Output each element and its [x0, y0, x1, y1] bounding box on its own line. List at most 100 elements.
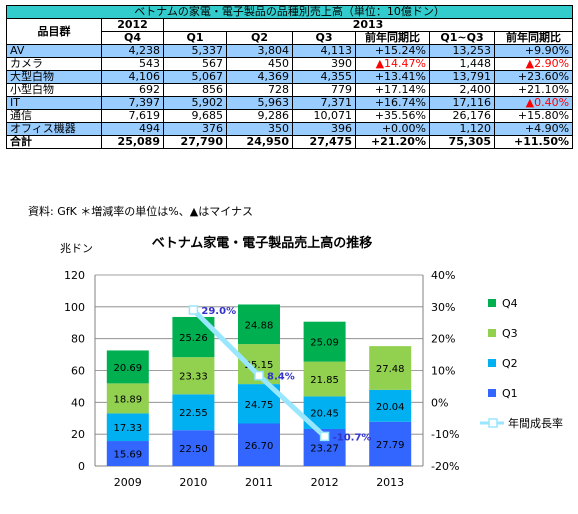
bar-q3 — [106, 383, 149, 414]
legend-label: Q4 — [502, 297, 518, 310]
table-cell: 390 — [292, 57, 356, 71]
table-cell: 10,071 — [292, 109, 356, 123]
row-name: オフィス機器 — [6, 122, 102, 136]
sales-table: ベトナムの家電・電子製品の品種別売上高（単位：10億ドン） 品目群 2012 2013… — [5, 5, 574, 149]
table-row: オフィス機器 494 376 350 396 +0.00% 1,120 +4.90% — [6, 122, 574, 136]
table-cell: +21.20% — [355, 135, 430, 149]
table-cell: ▲0.40% — [493, 96, 574, 110]
row-name: 大型白物 — [6, 70, 102, 84]
growth-label: -10.7% — [333, 432, 372, 443]
table-cell: +16.74% — [355, 96, 430, 110]
table-cell: 396 — [292, 122, 356, 136]
table-cell: +17.14% — [355, 83, 430, 97]
legend-label: 年間成長率 — [508, 416, 563, 430]
table-cell: +0.00% — [355, 122, 430, 136]
bar-label: 20.45 — [310, 409, 339, 420]
table-cell: 5,067 — [163, 70, 227, 84]
table-cell: 779 — [292, 83, 356, 97]
chart-title: ベトナム家電・電子製品売上高の推移 — [152, 235, 373, 251]
growth-marker — [319, 431, 330, 442]
bar-label: 24.88 — [245, 320, 274, 331]
bar-label: 27.79 — [376, 440, 405, 451]
bar-q4 — [106, 350, 149, 384]
y2-tick-label: 30% — [431, 301, 455, 314]
y-tick-label: 80 — [71, 333, 85, 346]
bar-label: 26.70 — [245, 441, 274, 452]
table-cell: 350 — [226, 122, 293, 136]
table-cell: +15.24% — [355, 44, 430, 58]
column-header: 前年同期比 — [493, 31, 574, 45]
table-cell: 27,475 — [292, 135, 356, 149]
y2-tick-label: 40% — [431, 269, 455, 282]
table-cell: 450 — [226, 57, 293, 71]
row-name: 小型白物 — [6, 83, 102, 97]
bar-label: 24.75 — [245, 400, 274, 411]
table-cell: 5,337 — [163, 44, 227, 58]
table-cell: 3,804 — [226, 44, 293, 58]
x-tick-label: 2009 — [114, 476, 142, 489]
table-cell: 4,113 — [292, 44, 356, 58]
row-name: 通信 — [6, 109, 102, 123]
table-cell: 1,120 — [429, 122, 495, 136]
growth-marker — [188, 305, 199, 315]
table-row: カメラ 543 567 450 390 ▲14.47% 1,448 ▲2.90% — [6, 57, 574, 71]
table-row: 大型白物 4,106 5,067 4,369 4,355 +13.41% 13,791 +23… — [6, 70, 574, 84]
header-year-2012: 2012 — [101, 18, 164, 32]
table-cell: 7,619 — [101, 109, 164, 123]
bar-q1 — [172, 430, 215, 466]
bar-label: 25.26 — [179, 333, 208, 344]
y2-tick-label: 20% — [431, 333, 455, 346]
table-row: AV 4,238 5,337 3,804 4,113 +15.24% 13,253 +9.90… — [6, 44, 574, 58]
legend-swatch-q1 — [488, 389, 496, 397]
table-cell: +35.56% — [355, 109, 430, 123]
bar-label: 25.15 — [245, 360, 274, 371]
bar-q3 — [172, 357, 215, 395]
bar-q4 — [238, 304, 280, 345]
growth-marker — [254, 370, 264, 381]
bar-label: 17.33 — [113, 423, 142, 434]
bar-q2 — [369, 389, 412, 422]
y-tick-label: 20 — [71, 428, 85, 441]
bar-label: 21.85 — [310, 375, 339, 386]
table-cell: +4.90% — [493, 122, 574, 136]
table-cell: 7,371 — [292, 96, 356, 110]
bar-label: 23.33 — [179, 372, 208, 383]
bar-label: 20.04 — [376, 402, 405, 413]
y-tick-label: 40 — [71, 396, 85, 409]
table-cell: 26,176 — [429, 109, 495, 123]
table-cell: 17,116 — [429, 96, 495, 110]
table-title: ベトナムの家電・電子製品の品種別売上高（単位：10億ドン） — [5, 5, 574, 19]
growth-label: 8.4% — [267, 372, 295, 383]
table-cell: 543 — [101, 57, 164, 71]
legend-label: Q1 — [502, 387, 518, 400]
table-cell: 13,253 — [429, 44, 495, 58]
table-cell: +13.41% — [355, 70, 430, 84]
bar-q1 — [238, 423, 280, 466]
table-cell: 9,286 — [226, 109, 293, 123]
table-cell: 24,950 — [226, 135, 293, 149]
bar-label: 22.55 — [179, 408, 208, 419]
table-cell: +11.50% — [493, 135, 574, 149]
legend-swatch-q3 — [488, 329, 496, 337]
y2-tick-label: -10% — [431, 428, 459, 441]
y-tick-label: 120 — [64, 269, 85, 282]
table-cell: +21.10% — [493, 83, 574, 97]
table-row: 合計 25,089 27,790 24,950 27,475 +21.20% 75,305 +… — [6, 135, 574, 149]
bar-q4 — [303, 321, 346, 362]
bar-q1 — [106, 441, 149, 466]
table-cell: 1,448 — [429, 57, 495, 71]
y2-tick-label: 0% — [431, 396, 448, 409]
bar-q3 — [369, 346, 412, 390]
y-tick-label: 0 — [78, 460, 85, 473]
table-cell: +9.90% — [493, 44, 574, 58]
sales-chart: ベトナム家電・電子製品売上高の推移 兆ドン 0 20 40 60 80 100 120 -20% -… — [60, 235, 563, 489]
bar-label: 20.69 — [113, 363, 142, 374]
bar-label: 23.27 — [310, 443, 339, 454]
x-tick-label: 2010 — [179, 476, 207, 489]
table-cell: 5,902 — [163, 96, 227, 110]
y-axis-label: 兆ドン — [60, 242, 93, 255]
source-note: 資料: GfK ＊増減率の単位は%、▲はマイナス — [28, 205, 253, 218]
y2-tick-label: 10% — [431, 365, 455, 378]
x-tick-label: 2011 — [245, 476, 273, 489]
legend-label: Q3 — [502, 327, 518, 340]
